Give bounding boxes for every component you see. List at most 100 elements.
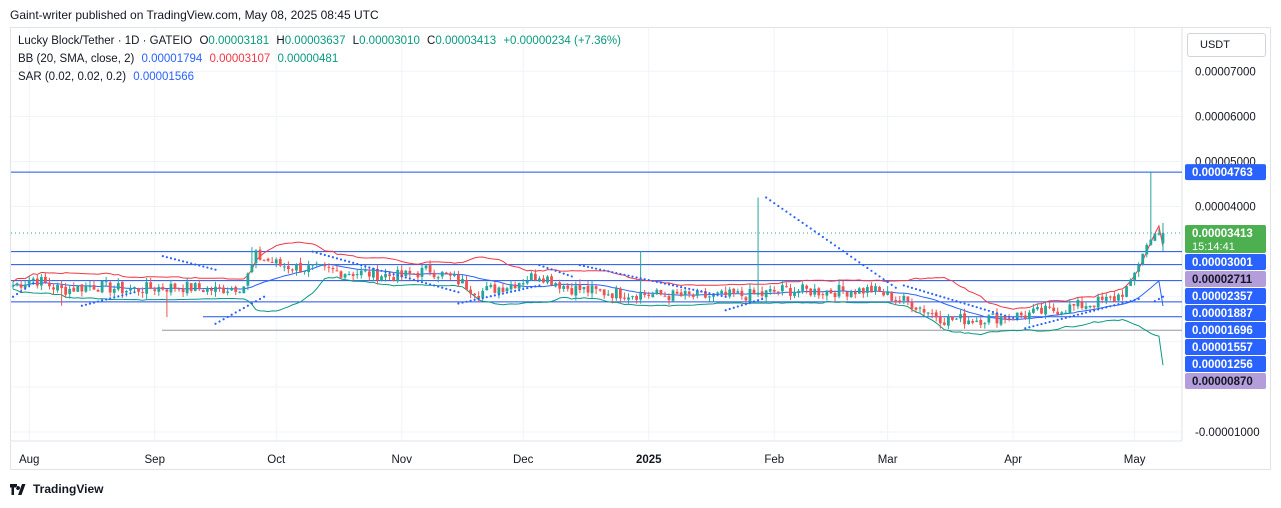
sar-dot: [222, 318, 225, 321]
candle-body: [934, 312, 938, 318]
y-axis-tick-label: 0.00004000: [1195, 202, 1256, 214]
candle-body: [27, 280, 31, 284]
candle-body: [809, 288, 813, 296]
sar-dot: [744, 302, 748, 306]
sar-dot: [1044, 321, 1047, 325]
price-axis-label-bg: [1185, 305, 1266, 322]
sar-dot: [169, 257, 173, 260]
candle-body: [902, 295, 906, 301]
candle-body: [31, 278, 35, 281]
sar-dot: [1157, 297, 1161, 301]
candle-body: [845, 291, 849, 297]
sar-dot: [1064, 316, 1067, 319]
sar-dot: [947, 297, 950, 300]
candle-body: [278, 259, 282, 266]
candle-body: [655, 289, 659, 295]
sar-dot: [481, 296, 484, 300]
candle-body: [465, 280, 468, 290]
candle-body: [1048, 306, 1051, 308]
bb-upper-band: [12, 224, 1164, 310]
candle-body: [274, 259, 278, 264]
currency-button[interactable]: USDT: [1187, 33, 1266, 57]
candle-body: [48, 282, 51, 287]
sar-dot: [1068, 315, 1071, 318]
candle-body: [282, 266, 286, 268]
candle-body: [477, 295, 481, 299]
sar-dot: [250, 302, 254, 305]
candle-body: [157, 286, 161, 292]
candle-body: [420, 267, 424, 277]
sar-dot: [84, 303, 88, 306]
sar-dot: [619, 272, 622, 276]
candle-body: [1104, 296, 1108, 301]
candle-body: [307, 265, 311, 273]
sar-dot: [748, 301, 752, 304]
price-axis-label: 0.00002357: [1192, 291, 1253, 303]
price-axis-label-bg: [1185, 373, 1266, 390]
price-axis-label-bg: [1185, 225, 1266, 254]
sar-dot: [400, 275, 403, 278]
sar-dot: [125, 293, 128, 296]
candle-body: [497, 287, 501, 294]
sar-dot: [890, 283, 893, 286]
sar-dot: [785, 210, 788, 213]
candle-body: [96, 289, 100, 292]
candle-body: [80, 284, 84, 292]
candle-body: [598, 289, 602, 291]
candle-body: [578, 284, 582, 291]
sar-dot: [372, 267, 375, 270]
sar-dot: [1109, 305, 1112, 308]
sar-dot: [550, 268, 553, 271]
candle-body: [129, 289, 132, 291]
sar-dot: [1161, 295, 1165, 298]
sar-dot: [412, 278, 415, 281]
candle-body: [189, 283, 193, 291]
sar-dot: [918, 289, 922, 292]
sar-dot: [133, 291, 136, 294]
sar-dot: [833, 244, 837, 247]
sar-dot: [28, 284, 31, 287]
sar-dot: [348, 260, 351, 263]
x-axis-tick-label: May: [1124, 454, 1146, 466]
x-axis-tick-label: Dec: [513, 454, 534, 466]
legend-symbol[interactable]: Lucky Block/Tether · 1D · GATEIO: [18, 35, 193, 47]
sar-dot: [554, 269, 557, 272]
candle-body: [205, 287, 209, 292]
candle-body: [610, 293, 614, 299]
legend-open: O0.00003181: [199, 35, 270, 47]
candle-body: [291, 269, 294, 271]
candle-body: [914, 307, 918, 310]
sar-dot: [356, 262, 359, 266]
sar-dot: [975, 306, 978, 309]
sar-dot: [765, 196, 768, 199]
sar-dot: [878, 275, 881, 278]
sar-dot: [485, 296, 488, 299]
candle-body: [100, 281, 104, 293]
candle-body: [331, 267, 335, 270]
x-axis-tick-label: Oct: [267, 454, 286, 466]
sar-dot: [177, 259, 181, 262]
candle-body: [951, 316, 954, 320]
legend-change: +0.00000234 (+7.36%): [503, 35, 621, 47]
sar-dot: [214, 268, 217, 271]
candle-body: [469, 289, 472, 294]
candle-body: [813, 288, 817, 295]
candle-body: [388, 274, 391, 277]
sar-dot: [319, 252, 322, 255]
candle-body: [538, 278, 541, 282]
x-axis-tick-label: Aug: [19, 454, 39, 466]
candle-body: [201, 290, 205, 293]
candle-body: [647, 294, 651, 297]
candle-body: [533, 273, 537, 281]
sar-dot: [323, 253, 326, 257]
sar-dot: [526, 287, 529, 290]
tradingview-logo[interactable]: TradingView: [10, 482, 103, 496]
candle-body: [1108, 296, 1112, 298]
sar-dot: [1060, 317, 1063, 320]
sar-dot: [380, 269, 383, 272]
legend-sar-label[interactable]: SAR (0.02, 0.02, 0.2): [18, 71, 127, 83]
legend-bb-label[interactable]: BB (20, SMA, close, 2): [18, 53, 135, 65]
candle-body: [521, 283, 525, 285]
sar-dot: [752, 300, 756, 303]
